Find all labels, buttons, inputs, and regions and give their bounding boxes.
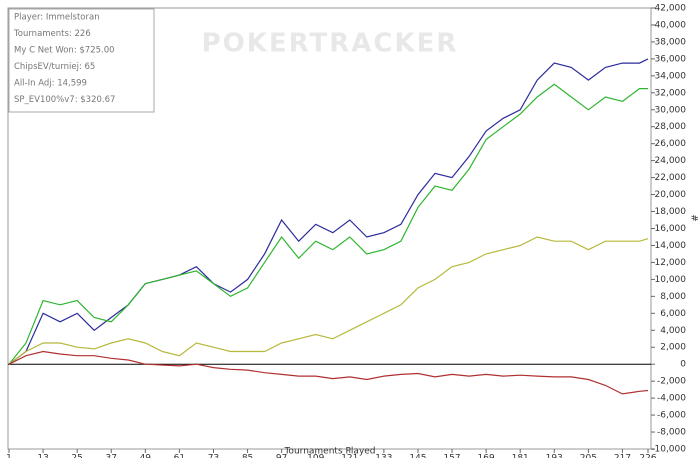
y-tick-label: -4,000 [657, 394, 686, 404]
y-tick-label: 40,000 [655, 20, 687, 30]
series-line [8, 350, 649, 395]
y-tick-label: 28,000 [655, 122, 687, 132]
y-axis-title: # [689, 214, 699, 222]
x-tick-label: 205 [580, 454, 597, 458]
x-tick-label: 193 [546, 454, 563, 458]
info-line: ChipsEV/turniej: 65 [14, 62, 95, 72]
y-tick-label: 26,000 [655, 139, 687, 149]
watermark: POKERTRACKER [202, 29, 459, 59]
y-tick-label: 20,000 [655, 190, 687, 200]
y-tick-label: 32,000 [655, 88, 687, 98]
x-tick-label: 169 [478, 454, 495, 458]
y-tick-label: 16,000 [655, 224, 687, 234]
y-tick-label: -10,000 [651, 445, 686, 455]
x-axis-title: Tournaments Played [283, 447, 375, 457]
y-tick-label: 4,000 [660, 326, 686, 336]
y-tick-label: 8,000 [660, 292, 686, 302]
x-tick-label: 73 [208, 454, 219, 458]
x-tick-label: 61 [174, 454, 185, 458]
info-line: My C Net Won: $725.00 [14, 46, 115, 56]
y-tick-label: -2,000 [657, 377, 686, 387]
series-line [8, 58, 649, 365]
y-tick-label: 14,000 [655, 241, 687, 251]
y-tick-label: 12,000 [655, 258, 687, 268]
y-tick-label: 36,000 [655, 54, 687, 64]
series-line [8, 236, 649, 365]
info-line: SP_EV100%v7: $320.67 [14, 95, 115, 105]
y-tick-label: 18,000 [655, 207, 687, 217]
x-tick-label: 133 [375, 454, 392, 458]
x-tick-label: 25 [71, 454, 82, 458]
y-tick-label: 42,000 [655, 4, 687, 14]
info-frame [8, 8, 155, 113]
x-tick-label: 145 [409, 454, 426, 458]
x-tick-label: 121 [341, 454, 358, 458]
y-tick-label: 10,000 [655, 275, 687, 285]
y-tick-label: 0 [680, 360, 686, 370]
x-tick-label: 181 [512, 454, 529, 458]
y-tick-label: -8,000 [657, 428, 686, 438]
info-line: Tournaments: 226 [13, 29, 91, 39]
series-line [8, 83, 648, 365]
y-tick-label: 6,000 [660, 309, 686, 319]
x-tick-label: 49 [140, 454, 152, 458]
y-tick-label: 24,000 [655, 156, 687, 166]
x-tick-label: 157 [443, 454, 460, 458]
info-line: All-In Adj: 14,599 [14, 79, 87, 89]
y-tick-label: 34,000 [655, 71, 687, 81]
y-tick-label: -6,000 [657, 411, 686, 421]
y-tick-label: 30,000 [655, 105, 687, 115]
y-tick-label: 2,000 [660, 343, 686, 353]
x-tick-label: 217 [614, 454, 631, 458]
x-tick-label: 13 [37, 454, 48, 458]
y-tick-label: 22,000 [655, 173, 687, 183]
y-tick-label: 38,000 [655, 37, 687, 47]
x-tick-label: 226 [639, 454, 656, 458]
info-box: Player: Immelstoran Tournaments: 226 My C … [8, 8, 155, 113]
x-tick-label: 85 [242, 454, 253, 458]
x-tick-label: 1 [6, 454, 12, 458]
x-tick-label: 37 [106, 454, 117, 458]
x-tick-label: 97 [276, 454, 287, 458]
x-tick-label: 109 [307, 454, 324, 458]
info-line: Player: Immelstoran [14, 13, 100, 23]
